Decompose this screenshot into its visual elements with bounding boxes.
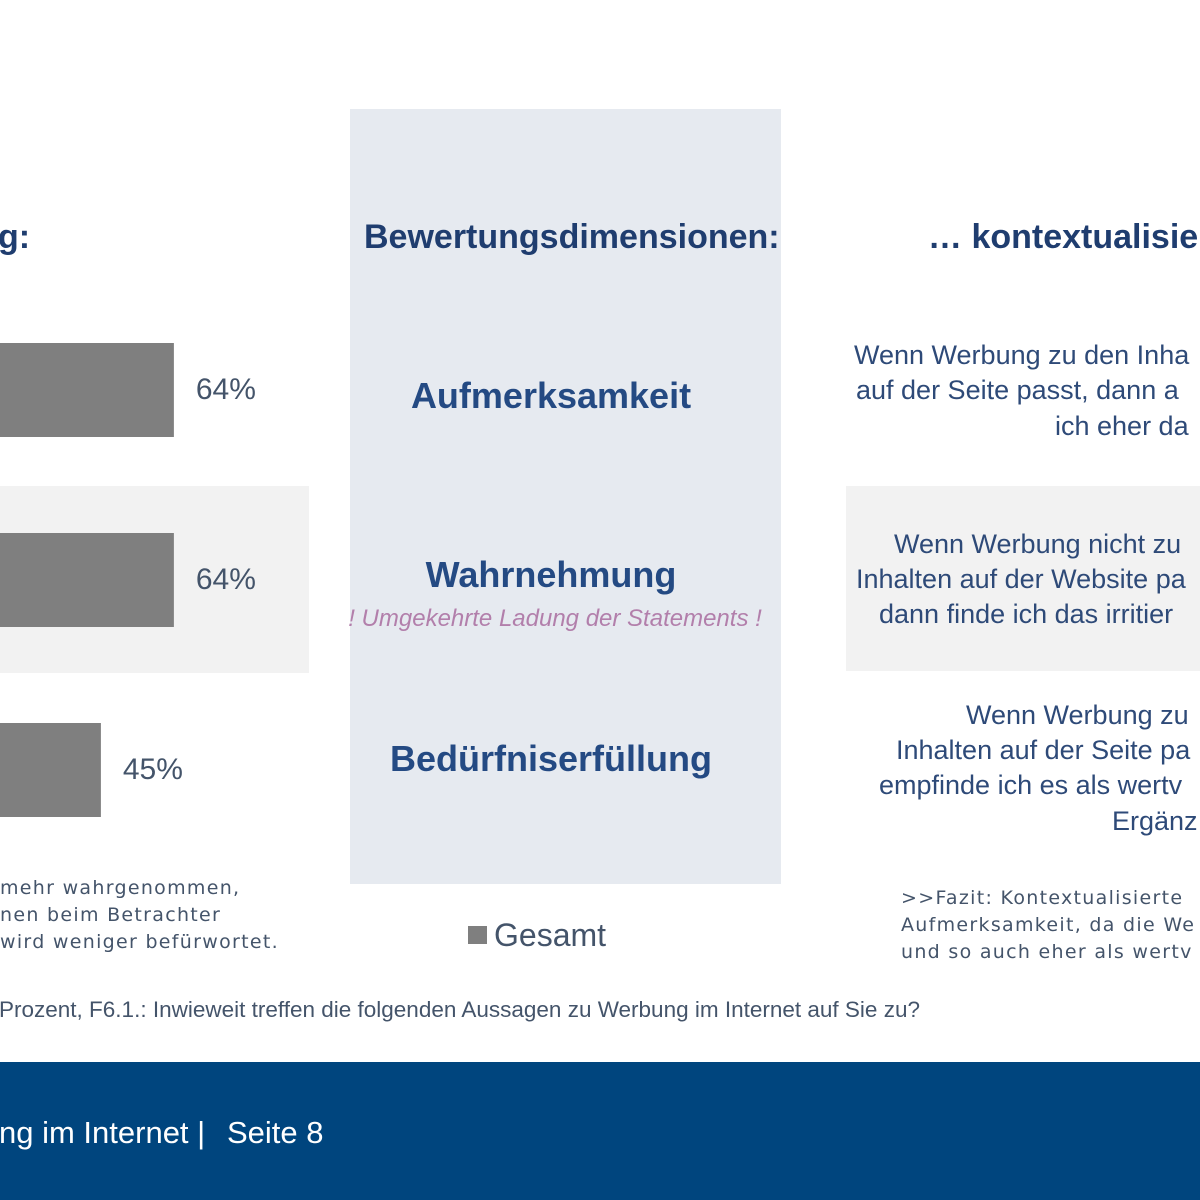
- left-note-line: nen beim Betrachter: [0, 904, 222, 926]
- value-label-aufmerksamkeit: 64%: [195, 373, 256, 406]
- bar-chart-plot: [0, 343, 174, 817]
- value-label-wahrnehmung: 64%: [195, 563, 256, 596]
- statement-1-line: ich eher da: [1055, 411, 1189, 441]
- dimension-label-aufmerksamkeit: Aufmerksamkeit: [410, 375, 692, 416]
- dimensions-panel: [350, 109, 781, 884]
- conclusion-line: >>Fazit: Kontextualisierte: [901, 887, 1184, 909]
- legend-swatch: [468, 926, 487, 944]
- statement-3-line: empfinde ich es als wertv: [879, 770, 1183, 800]
- bar-chart: 64% 64% 45%: [0, 330, 330, 830]
- source-footnote: Prozent, F6.1.: Inwieweit treffen die fo…: [0, 997, 920, 1022]
- bar-wahrnehmung: [0, 533, 174, 627]
- conclusion-line: Aufmerksamkeit, da die We: [901, 914, 1196, 936]
- left-notes: mehr wahrgenommen, nen beim Betrachter w…: [0, 875, 279, 956]
- footer-title: ng im Internet |: [0, 1115, 206, 1150]
- page-number: Seite 8: [227, 1115, 324, 1150]
- statement-3-line: Ergänz: [1112, 806, 1198, 836]
- conclusion-line: und so auch eher als wertv: [901, 941, 1193, 963]
- right-column-heading: … kontextualisier: [928, 218, 1200, 256]
- legend-label: Gesamt: [494, 917, 607, 953]
- dimension-label-wahrnehmung: Wahrnehmung: [425, 554, 677, 595]
- statement-2-line: Inhalten auf der Website pa: [856, 564, 1186, 594]
- conclusion-note: >>Fazit: Kontextualisierte Aufmerksamkei…: [901, 885, 1195, 966]
- statement-2-line: Wenn Werbung nicht zu: [894, 529, 1182, 559]
- statement-1-line: auf der Seite passt, dann a: [856, 375, 1179, 405]
- reversed-statement-note: ! Umgekehrte Ladung der Statements !: [348, 605, 762, 632]
- statement-1-line: Wenn Werbung zu den Inha: [854, 340, 1190, 370]
- statement-3-line: Inhalten auf der Seite pa: [896, 735, 1191, 765]
- statement-3-line: Wenn Werbung zu: [966, 700, 1189, 730]
- highlight-band-right: [846, 486, 1200, 671]
- dimensions-heading: Bewertungsdimensionen:: [364, 218, 780, 256]
- bar-aufmerksamkeit: [0, 343, 174, 437]
- bar-beduerfniserfuellung: [0, 723, 101, 817]
- left-column-heading: g:: [0, 218, 31, 256]
- dimension-label-beduerfniserfuellung: Bedürfniserfüllung: [390, 738, 712, 779]
- left-note-line: wird weniger befürwortet.: [0, 931, 279, 953]
- statement-2-line: dann finde ich das irritier: [879, 599, 1174, 629]
- left-note-line: mehr wahrgenommen,: [0, 877, 241, 899]
- right-column: … kontextualisier Wenn Werbung zu den In…: [840, 0, 1200, 1060]
- footer-bar: ng im Internet | Seite 8: [0, 1062, 1200, 1200]
- value-label-beduerfniserfuellung: 45%: [122, 753, 183, 786]
